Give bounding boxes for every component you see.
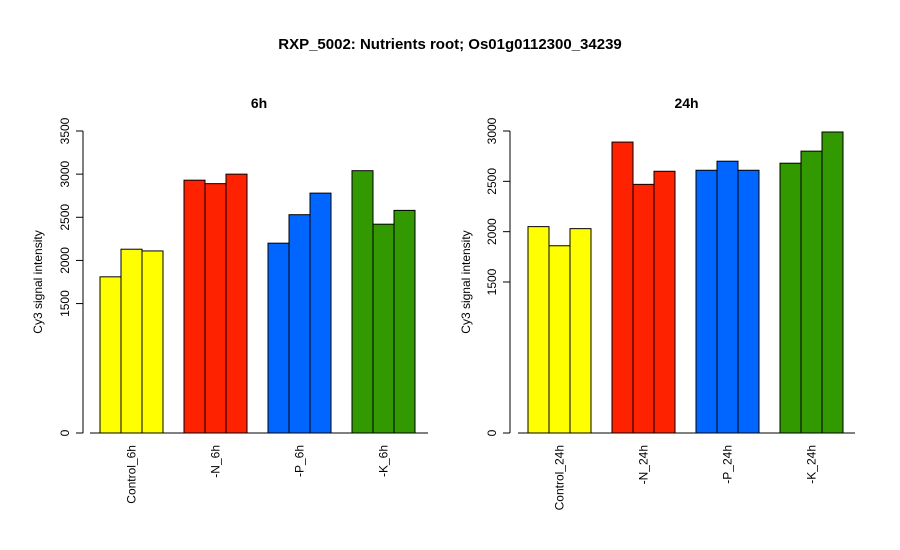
bar <box>821 131 844 434</box>
y-axis-label: Cy3 signal intensity <box>31 230 45 333</box>
y-tick-label: 3000 <box>58 160 72 187</box>
chart-main-title: RXP_5002: Nutrients root; Os01g0112300_3… <box>278 36 622 53</box>
chart-panel-24h: 24h Cy3 signal intensity 0 1500 2000 2500 3000… <box>459 95 855 510</box>
bar <box>653 170 676 434</box>
bar <box>351 170 374 434</box>
bar <box>141 250 164 434</box>
x-tick-label: -N_6h <box>209 445 223 478</box>
bar <box>716 160 739 434</box>
y-tick-label: 0 <box>485 429 499 436</box>
x-tick-label: Control_24h <box>553 445 567 510</box>
y-tick-label: 2000 <box>485 218 499 245</box>
y-axis-label: Cy3 signal intensity <box>459 230 473 333</box>
y-tick-label: 2500 <box>485 168 499 195</box>
bar <box>372 223 395 434</box>
bar <box>204 183 227 434</box>
x-tick-label: -K_6h <box>377 445 391 477</box>
x-tick-label: -N_24h <box>637 445 651 484</box>
bar <box>779 162 802 434</box>
x-tick-label: -P_6h <box>293 445 307 477</box>
x-tick-label: -K_24h <box>805 445 819 484</box>
chart-panel-6h: 6h Cy3 signal intensity 0 1500 2000 2500 3000 3… <box>31 95 428 504</box>
bar <box>800 150 823 434</box>
bar <box>527 226 550 434</box>
bar <box>632 183 655 434</box>
y-tick-label: 3000 <box>485 117 499 144</box>
bar <box>288 214 311 434</box>
y-tick-label: 1500 <box>58 290 72 317</box>
y-tick-label: 2000 <box>58 247 72 274</box>
bar <box>99 276 122 434</box>
bar <box>569 228 592 434</box>
bar <box>309 192 332 434</box>
bar <box>225 173 248 434</box>
bar <box>267 242 290 434</box>
bar <box>120 248 143 434</box>
y-tick-label: 0 <box>58 429 72 436</box>
bar <box>611 141 634 434</box>
y-tick-label: 2500 <box>58 204 72 231</box>
bar <box>393 209 416 434</box>
bar <box>183 179 206 434</box>
panel-title: 24h <box>674 95 698 111</box>
y-tick-label: 1500 <box>485 268 499 295</box>
panel-title: 6h <box>251 95 267 111</box>
x-tick-label: -P_24h <box>721 445 735 484</box>
y-tick-label: 3500 <box>58 117 72 144</box>
bar <box>548 245 571 434</box>
bar <box>737 169 760 434</box>
bar <box>695 169 718 434</box>
x-tick-label: Control_6h <box>125 445 139 504</box>
